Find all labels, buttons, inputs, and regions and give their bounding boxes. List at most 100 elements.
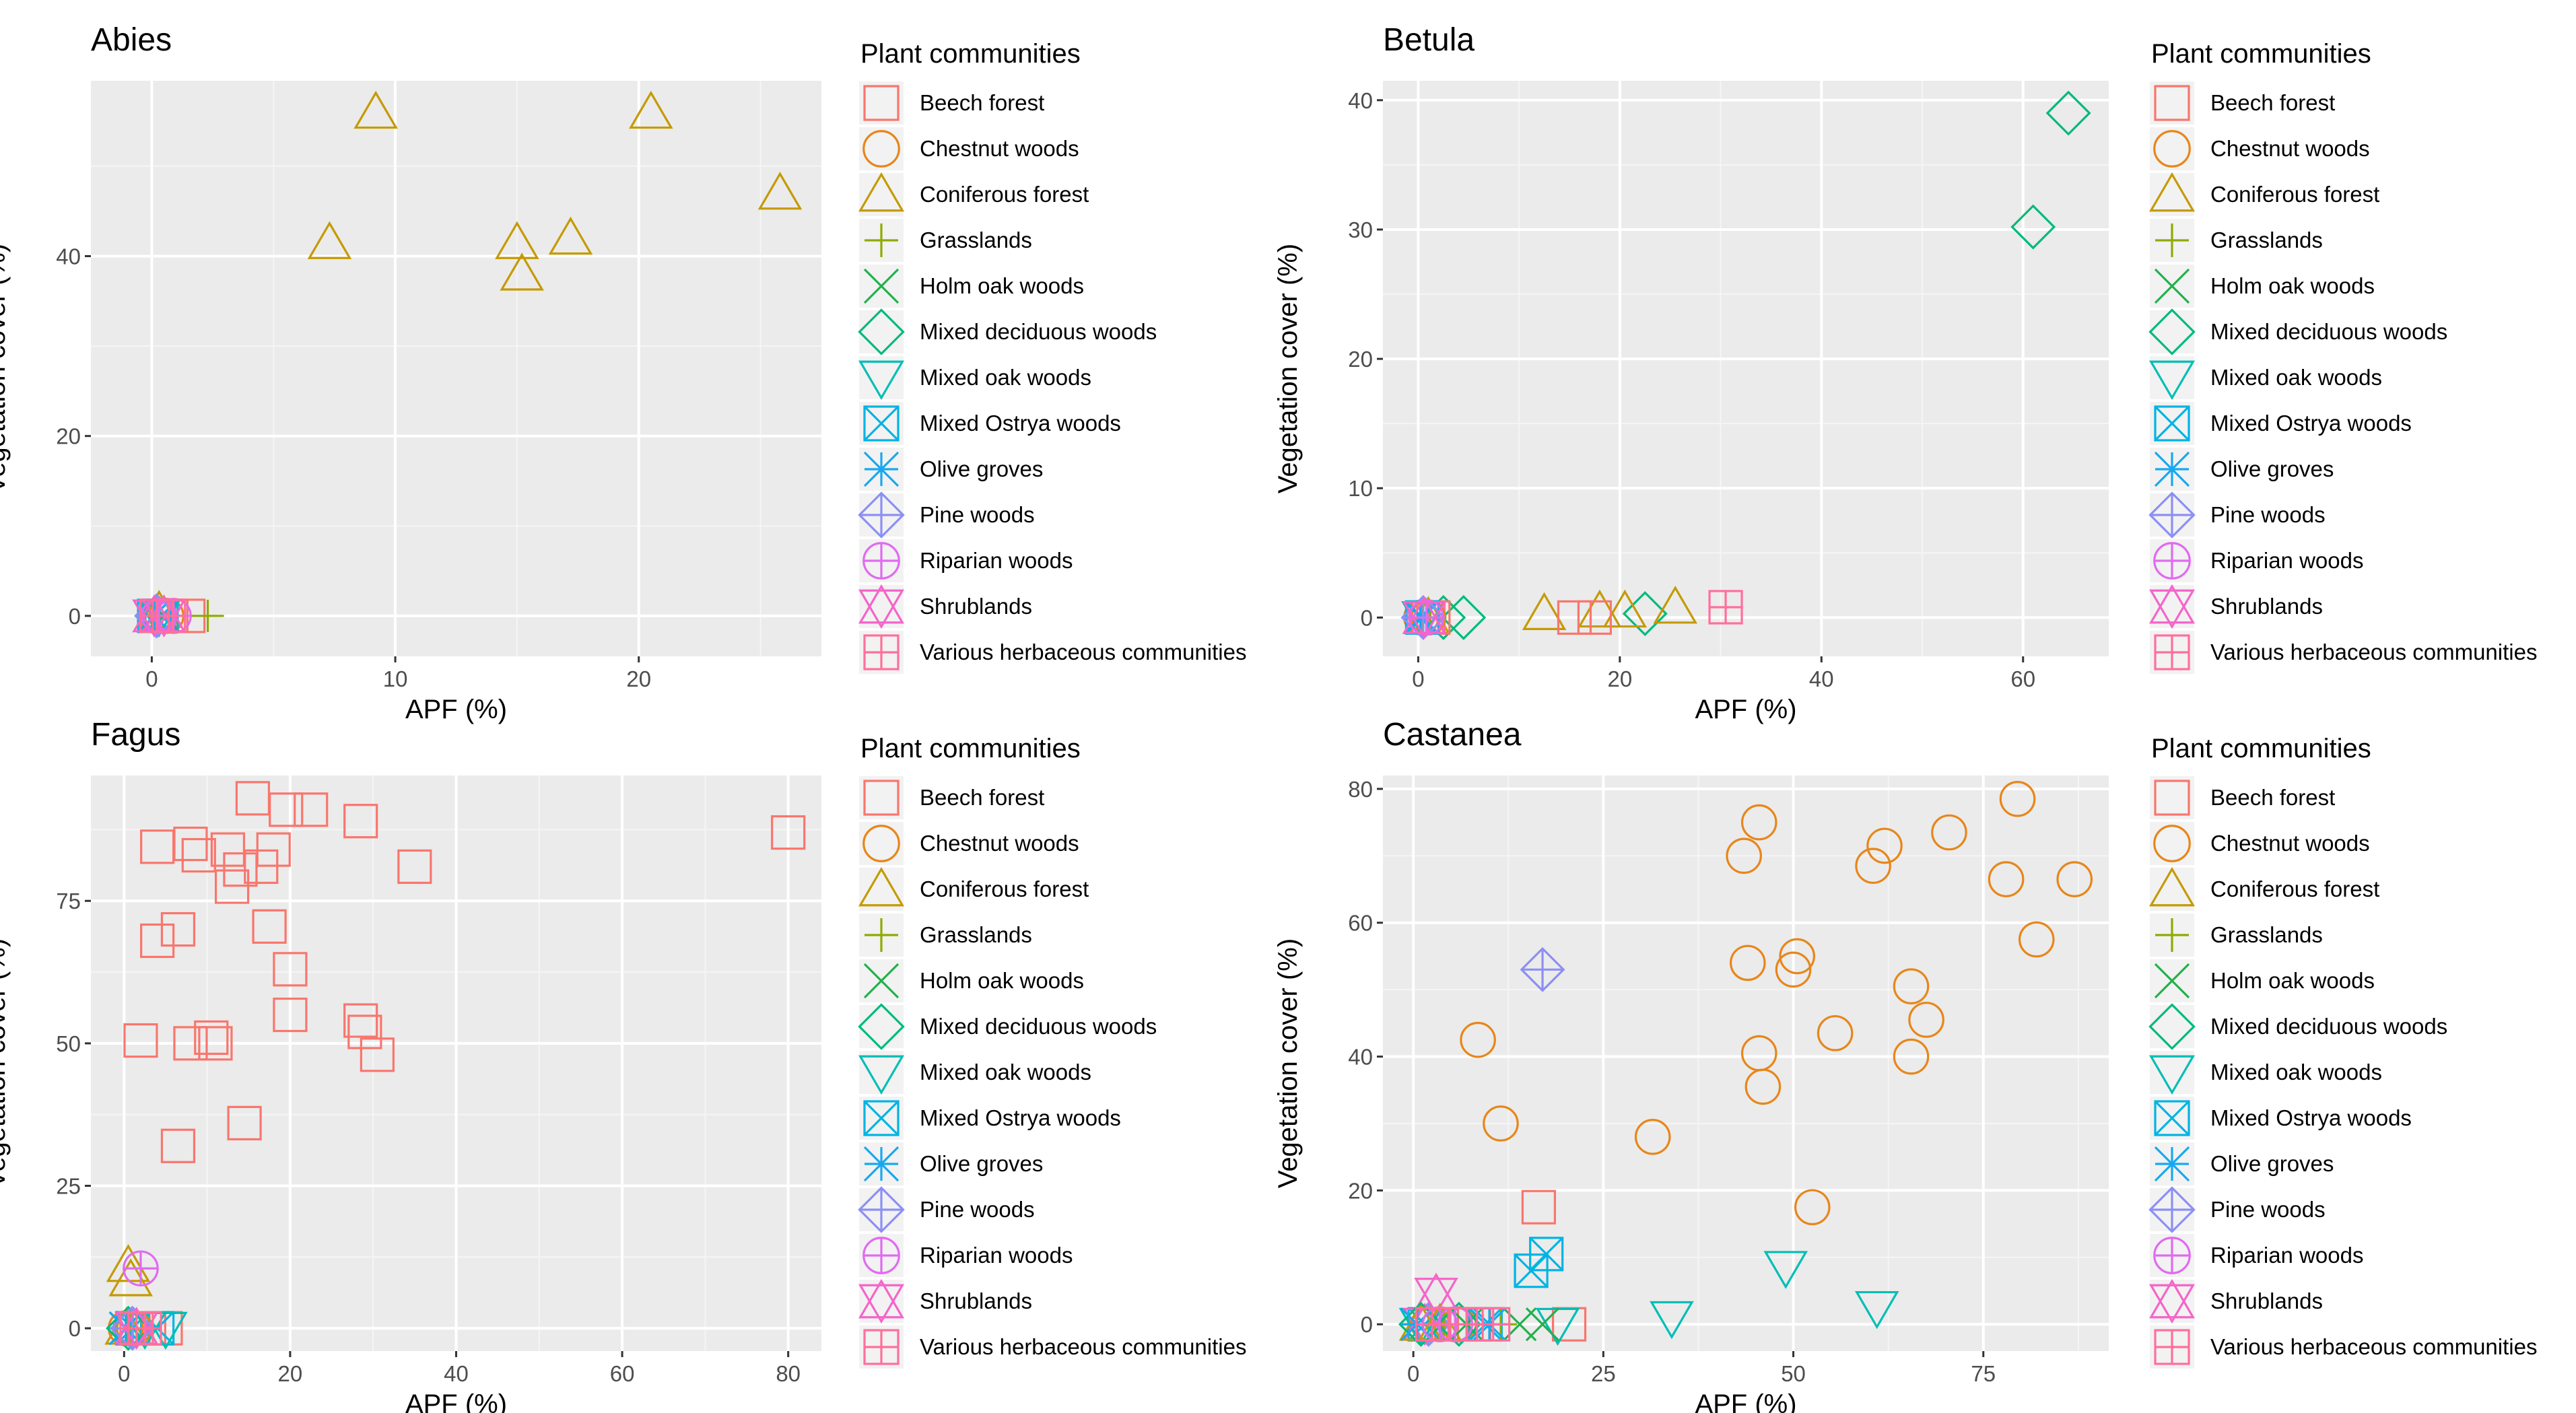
legend-key-coniferous-forest — [858, 172, 905, 212]
legend-item-shrublands: Shrublands — [2148, 584, 2323, 629]
legend-label: Holm oak woods — [2210, 273, 2375, 298]
legend-key-pine-woods — [858, 1186, 905, 1233]
legend-label: Olive groves — [2210, 456, 2334, 481]
y-tick-label: 25 — [56, 1174, 81, 1199]
legend-item-riparian-woods: Riparian woods — [859, 1234, 1073, 1277]
y-tick-label: 40 — [1348, 88, 1373, 113]
legend-item-mixed-ostrya-woods: Mixed Ostrya woods — [2150, 1097, 2412, 1140]
legend-key-riparian-woods — [862, 1237, 900, 1274]
x-tick-label: 0 — [145, 666, 158, 691]
legend-item-various-herbaceous-communities: Various herbaceous communities — [859, 1325, 1246, 1369]
legend-item-holm-oak-woods: Holm oak woods — [2150, 265, 2375, 308]
point-chestnut-woods — [1634, 1119, 1671, 1155]
legend-key-background — [2150, 356, 2194, 399]
x-axis-label: APF (%) — [1695, 695, 1796, 724]
legend-label: Coniferous forest — [920, 182, 1089, 207]
legend-label: Olive groves — [920, 1151, 1043, 1176]
point-shrublands — [1402, 596, 1447, 640]
point-beech-forest — [244, 849, 279, 885]
y-tick-label: 60 — [1348, 911, 1373, 936]
panel-betula: 0 20 40 60 0 10 20 30 40 Betula APF (%) Vegetation … — [1273, 22, 2537, 724]
x-tick-label: 0 — [1412, 666, 1424, 691]
legend-key-mixed-ostrya-woods — [863, 405, 900, 442]
legend-item-mixed-deciduous-woods: Mixed deciduous woods — [858, 308, 1157, 355]
point-beech-forest — [343, 804, 378, 839]
legend-key-beech-forest — [863, 85, 900, 121]
legend-item-mixed-oak-woods: Mixed oak woods — [858, 1051, 1091, 1095]
point-chestnut-woods — [1855, 848, 1891, 885]
point-chestnut-woods — [1999, 780, 2036, 817]
legend-key-coniferous-forest — [2148, 172, 2196, 212]
legend-key-riparian-woods — [2153, 542, 2191, 580]
legend-key-chestnut-woods — [2153, 130, 2191, 168]
point-chestnut-woods — [1730, 944, 1766, 981]
legend-item-grasslands: Grasslands — [859, 914, 1032, 957]
legend-key-background — [859, 1051, 904, 1094]
chart-title: Abies — [91, 22, 172, 58]
point-mixed-deciduous-woods — [2010, 204, 2056, 250]
y-tick-label: 50 — [56, 1031, 81, 1056]
legend-label: Olive groves — [2210, 1151, 2334, 1176]
data-points — [1400, 90, 2091, 640]
legend-key-mixed-ostrya-woods — [2154, 405, 2190, 442]
point-mixed-deciduous-woods — [1398, 1301, 1444, 1347]
legend-key-holm-oak-woods — [863, 268, 900, 304]
x-tick-label: 40 — [444, 1361, 469, 1386]
legend-label: Shrublands — [920, 1288, 1032, 1313]
data-points — [1398, 780, 2093, 1347]
legend-item-grasslands: Grasslands — [2150, 914, 2323, 957]
legend-key-background — [2150, 822, 2194, 865]
legend-key-shrublands — [2148, 584, 2196, 629]
legend-label: Riparian woods — [920, 1243, 1073, 1268]
legend-item-mixed-ostrya-woods: Mixed Ostrya woods — [2150, 402, 2412, 445]
point-various-herbaceous-communities — [1415, 1307, 1450, 1342]
legend-item-grasslands: Grasslands — [2150, 219, 2323, 262]
legend-item-grasslands: Grasslands — [859, 219, 1032, 262]
point-beech-forest — [273, 952, 308, 987]
legend-key-chestnut-woods — [2153, 825, 2191, 862]
legend-label: Grasslands — [2210, 228, 2323, 252]
point-beech-forest — [1521, 1190, 1557, 1225]
legend-key-background — [2150, 1280, 2194, 1323]
point-coniferous-forest — [757, 172, 803, 210]
y-tick-label: 30 — [1348, 217, 1373, 242]
point-mixed-oak-woods — [1763, 1251, 1808, 1289]
legend-item-chestnut-woods: Chestnut woods — [859, 127, 1079, 170]
point-coniferous-forest — [1653, 586, 1697, 624]
point-beech-forest — [173, 826, 208, 862]
panel-fagus: 0 20 40 60 80 0 25 50 75 Fagus APF (%) Vegetation c… — [0, 717, 1246, 1413]
legend-label: Grasslands — [920, 228, 1032, 252]
legend-item-riparian-woods: Riparian woods — [2150, 539, 2363, 582]
legend-key-background — [859, 585, 904, 628]
x-tick-label: 80 — [776, 1361, 801, 1386]
legend: Plant communities Beech forest Chestnut wo… — [2148, 39, 2537, 674]
legend-key-mixed-ostrya-woods — [863, 1100, 900, 1136]
legend-key-holm-oak-woods — [863, 963, 900, 999]
legend-key-shrublands — [858, 584, 905, 629]
legend-item-mixed-deciduous-woods: Mixed deciduous woods — [2148, 308, 2447, 355]
y-tick-label: 20 — [1348, 347, 1373, 372]
legend-key-mixed-deciduous-woods — [2148, 1003, 2196, 1050]
legend-item-mixed-deciduous-woods: Mixed deciduous woods — [2148, 1003, 2447, 1050]
legend-item-various-herbaceous-communities: Various herbaceous communities — [2150, 631, 2537, 674]
x-tick-label: 75 — [1971, 1361, 1996, 1386]
y-tick-label: 0 — [69, 1316, 81, 1341]
legend-key-riparian-woods — [2153, 1237, 2191, 1274]
chart-title: Fagus — [91, 717, 180, 753]
point-coniferous-forest — [495, 221, 539, 259]
point-beech-forest — [343, 1003, 378, 1038]
legend-key-background — [859, 868, 904, 911]
legend: Plant communities Beech forest Chestnut wo… — [858, 734, 1246, 1369]
legend-label: Mixed deciduous woods — [920, 1014, 1157, 1039]
y-axis-label: Vegetation cover (%) — [0, 938, 11, 1188]
legend-item-beech-forest: Beech forest — [2150, 81, 2335, 125]
legend-key-mixed-oak-woods — [858, 1055, 905, 1095]
x-tick-label: 20 — [1607, 666, 1632, 691]
legend-title: Plant communities — [2151, 734, 2371, 763]
legend-item-pine-woods: Pine woods — [2148, 491, 2326, 539]
legend-label: Mixed oak woods — [920, 1060, 1091, 1084]
point-mixed-deciduous-woods — [1622, 591, 1668, 637]
legend-key-background — [2150, 1005, 2194, 1048]
legend-key-grasslands — [2155, 918, 2189, 952]
legend-key-background — [2150, 173, 2194, 216]
